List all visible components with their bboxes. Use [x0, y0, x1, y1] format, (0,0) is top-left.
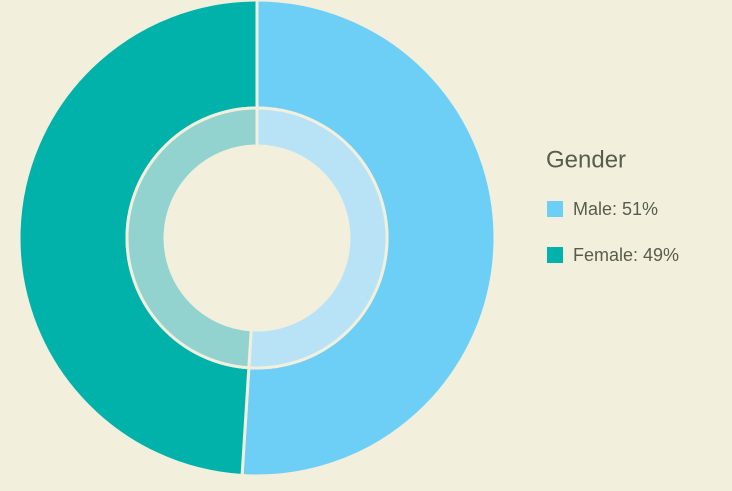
legend-label: Male: 51% [573, 199, 658, 219]
legend-swatch [547, 201, 563, 217]
legend-swatch [547, 247, 563, 263]
legend-label: Female: 49% [573, 245, 679, 265]
inner-slice [247, 106, 389, 370]
legend: Male: 51% Female: 49% [547, 199, 679, 265]
slices [17, 0, 497, 478]
legend-title: Gender [546, 146, 626, 173]
inner-slice [125, 106, 259, 370]
